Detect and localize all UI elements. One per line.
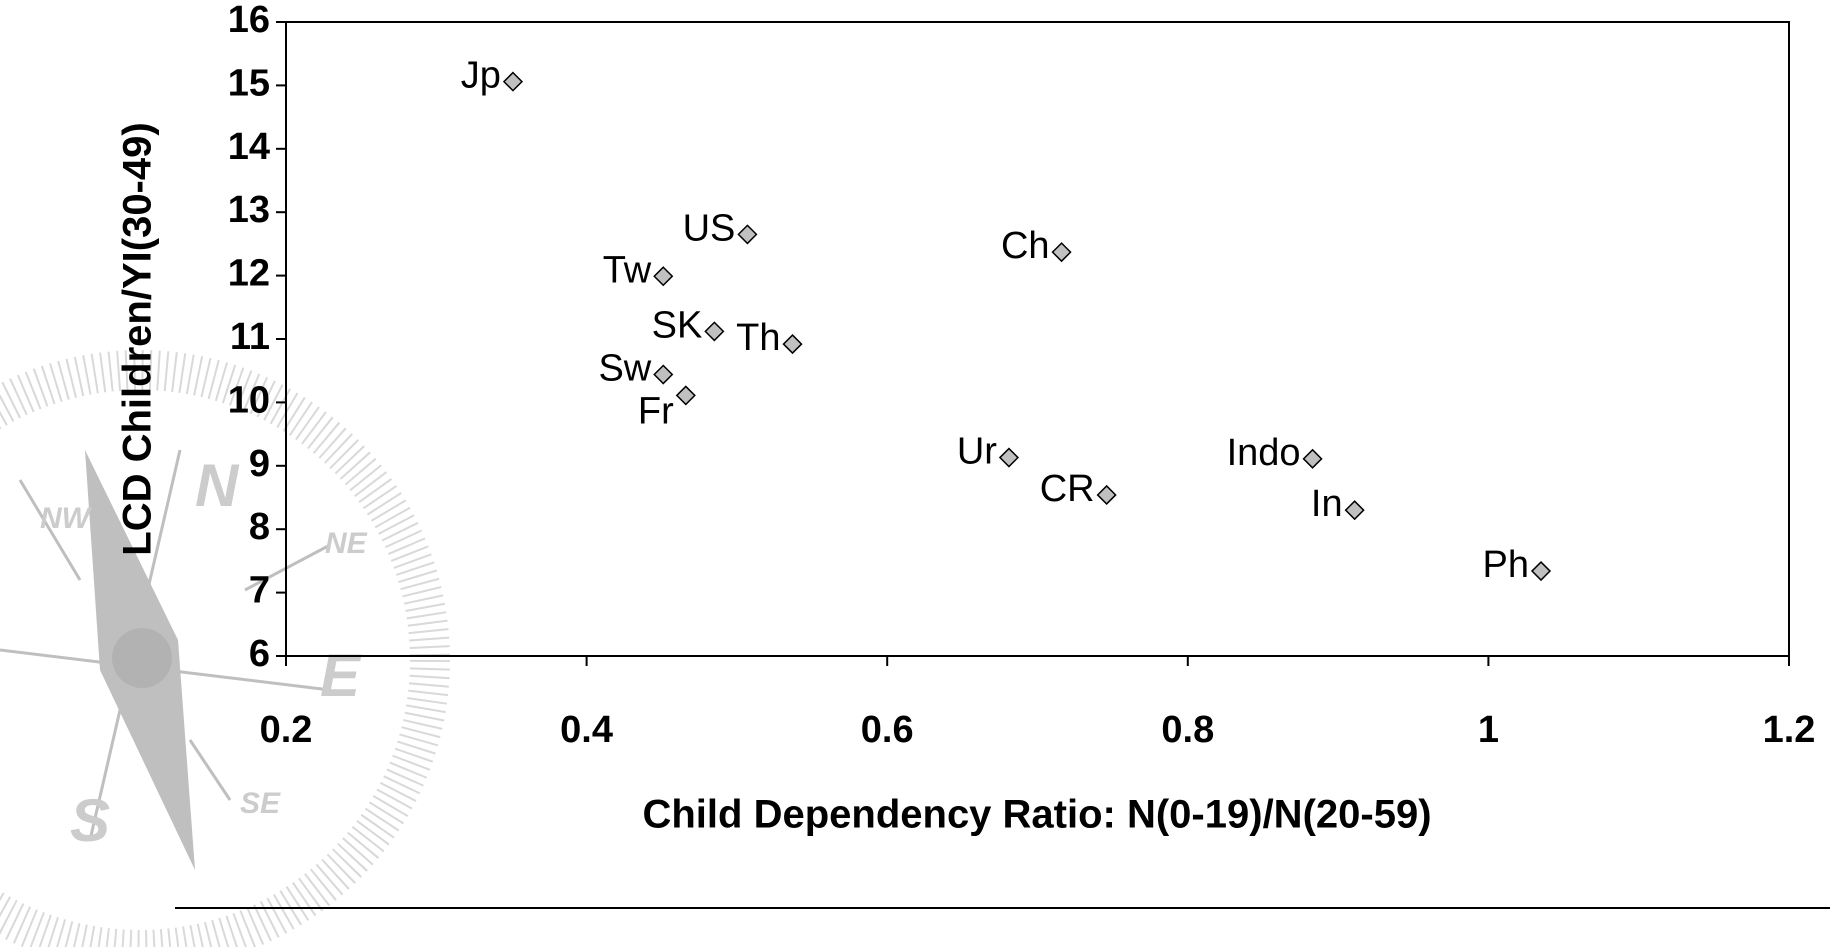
point-label: In [1311,483,1343,525]
y-tick-label: 13 [228,189,270,231]
point-label: Ch [1001,225,1050,267]
y-tick-label: 8 [249,506,270,548]
point [1530,560,1552,582]
x-tick-label: 0.4 [560,709,613,751]
point [502,71,524,92]
compass-label: N [195,452,240,519]
compass-label: E [320,642,362,709]
y-tick-label: 12 [228,253,270,295]
y-tick-label: 6 [249,633,270,675]
y-tick-label: 14 [228,126,270,168]
y-tick-label: 9 [249,443,270,485]
compass-center [112,628,172,688]
point-label: Indo [1227,432,1301,474]
compass-line [188,739,232,801]
compass-ring [0,350,450,947]
y-tick-label: 15 [228,62,270,104]
point-label: CR [1040,468,1095,510]
point [782,334,803,355]
point [998,447,1020,468]
x-tick-label: 0.2 [260,709,313,751]
y-axis-title: LCD Children/YI(30-49) [116,122,160,555]
compass-line [18,479,82,581]
x-tick-label: 1 [1478,709,1499,751]
y-tick-label: 7 [249,570,270,612]
compass-line [244,543,331,592]
point-label: US [683,207,736,249]
x-tick-label: 0.6 [861,709,914,751]
point [653,364,674,385]
point [1344,500,1365,521]
point [1096,484,1117,506]
point-label: Sw [598,348,651,390]
y-tick-label: 11 [230,316,270,358]
point-label: SK [652,304,703,346]
point [737,224,758,245]
compass-label: NE [325,527,368,560]
point-label: Jp [461,55,501,97]
point [1302,448,1323,469]
compass-watermark: N S E NE NW SE [0,350,450,947]
compass-label: S [70,787,110,854]
x-axis-title: Child Dependency Ratio: N(0-19)/N(20-59) [642,793,1431,837]
y-tick-label: 10 [228,379,270,421]
x-tick-label: 0.8 [1161,709,1214,751]
plot-frame [285,21,1790,657]
point [704,321,725,342]
x-tick-label: 1.2 [1763,709,1816,751]
y-tick-label: 16 [228,0,270,41]
point [653,266,674,287]
point-label: Fr [638,390,674,432]
point-label: Tw [603,249,652,291]
point [675,385,696,406]
point-label: Ph [1483,544,1529,586]
compass-label: SE [240,787,281,820]
point-label: Th [736,317,780,359]
compass-label: NW [40,502,93,535]
point-label: Ur [957,431,997,473]
point [1051,242,1072,263]
